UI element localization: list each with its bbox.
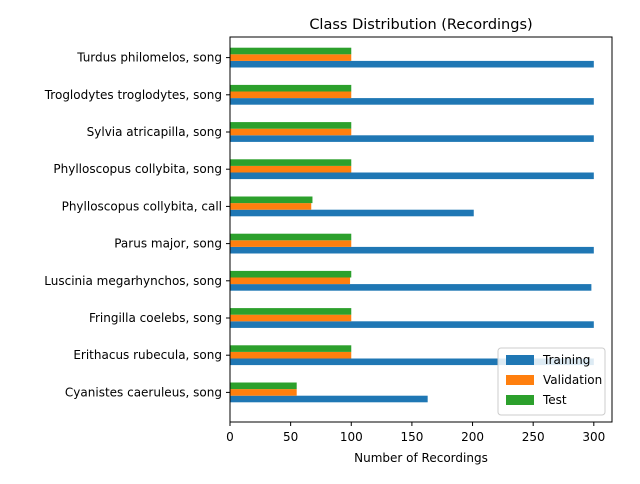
- y-tick-label: Fringilla coelebs, song: [89, 311, 222, 325]
- bar-training-9: [230, 395, 428, 403]
- legend: Training Validation Test: [497, 347, 606, 416]
- y-tick-label: Phylloscopus collybita, call: [62, 199, 222, 213]
- legend-label-validation: Validation: [543, 373, 602, 387]
- bar-training-4: [230, 209, 474, 217]
- bar-validation-4: [230, 203, 312, 210]
- bar-validation-6: [230, 277, 351, 285]
- bar-validation-3: [230, 165, 352, 173]
- y-axis: Turdus philomelos, song Troglodytes trogl…: [44, 51, 230, 399]
- y-tick-label: Cyanistes caeruleus, song: [65, 385, 222, 399]
- x-tick-label: 250: [522, 430, 545, 444]
- bar-test-9: [230, 382, 297, 390]
- x-tick-label: 300: [582, 430, 605, 444]
- bar-validation-0: [230, 54, 352, 61]
- x-tick-label: 200: [461, 430, 484, 444]
- x-axis: 0 50 100 150 200 250 300: [226, 422, 605, 444]
- bar-test-4: [230, 196, 313, 204]
- legend-swatch-training: [506, 355, 534, 365]
- bar-training-0: [230, 60, 594, 68]
- bar-test-8: [230, 345, 352, 352]
- legend-label-test: Test: [542, 393, 567, 407]
- bar-test-2: [230, 122, 352, 129]
- y-tick-label: Turdus philomelos, song: [76, 51, 222, 65]
- y-tick-label: Parus major, song: [114, 237, 222, 251]
- bar-validation-5: [230, 240, 352, 247]
- x-tick-label: 100: [340, 430, 363, 444]
- bar-test-3: [230, 159, 352, 166]
- legend-label-training: Training: [542, 353, 590, 367]
- y-tick-label: Troglodytes troglodytes, song: [44, 88, 222, 102]
- x-tick-label: 150: [400, 430, 423, 444]
- bar-training-6: [230, 284, 592, 291]
- bar-validation-7: [230, 314, 352, 322]
- x-tick-label: 50: [283, 430, 298, 444]
- bar-test-6: [230, 270, 352, 278]
- bar-validation-2: [230, 128, 352, 136]
- y-tick-label: Erithacus rubecula, song: [73, 348, 222, 362]
- legend-swatch-validation: [506, 375, 534, 385]
- bar-training-5: [230, 246, 594, 254]
- bar-validation-8: [230, 351, 352, 359]
- bars-group: [230, 47, 594, 403]
- y-tick-label: Phylloscopus collybita, song: [53, 162, 222, 176]
- bar-test-7: [230, 308, 352, 315]
- bar-training-2: [230, 135, 594, 142]
- bar-training-8: [230, 358, 594, 366]
- x-tick-label: 0: [226, 430, 234, 444]
- bar-validation-1: [230, 91, 352, 99]
- bar-test-1: [230, 84, 352, 92]
- bar-validation-9: [230, 389, 297, 396]
- chart-title: Class Distribution (Recordings): [309, 17, 532, 33]
- legend-swatch-test: [506, 395, 534, 405]
- bar-test-5: [230, 233, 352, 241]
- bar-test-0: [230, 47, 352, 55]
- y-tick-label: Sylvia atricapilla, song: [87, 125, 222, 139]
- bar-training-7: [230, 321, 594, 328]
- x-axis-label: Number of Recordings: [354, 451, 488, 465]
- bar-training-1: [230, 98, 594, 105]
- plot-frame: [229, 36, 613, 423]
- bar-training-3: [230, 172, 594, 180]
- y-tick-label: Luscinia megarhynchos, song: [44, 274, 222, 288]
